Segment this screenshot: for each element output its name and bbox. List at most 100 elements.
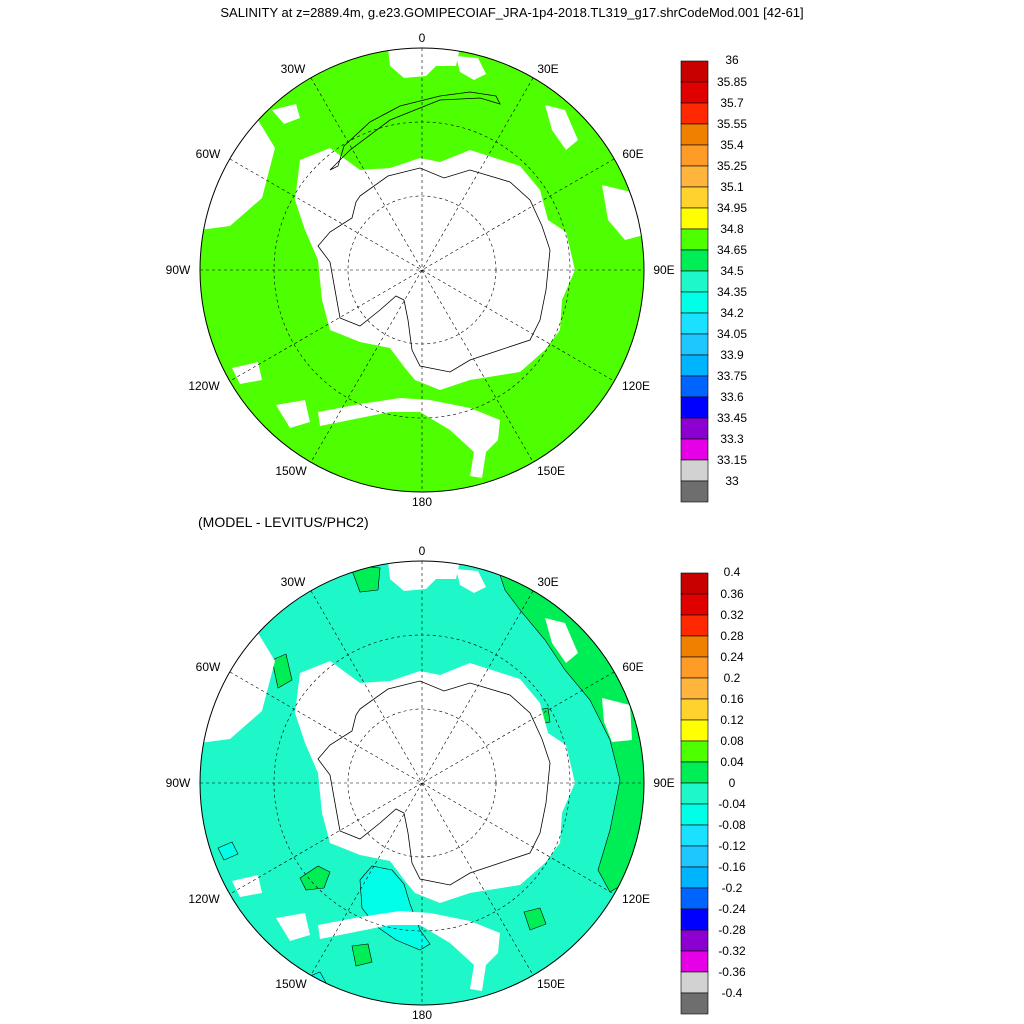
top-colorbar: 36 35.85 35.7 35.55 35.4 35.25 35.1 34.95 34.8 34… (680, 53, 747, 503)
top-antarctica-mask (295, 148, 575, 390)
bottom-positive-region (523, 907, 547, 931)
lon-label: 30E (537, 62, 558, 76)
bottom-colorbar-swatch (680, 971, 709, 994)
top-colorbar-label: 35.85 (717, 75, 747, 89)
lon-label: 0 (419, 544, 426, 558)
bottom-coastline (317, 680, 551, 886)
top-colorbar-swatch (680, 207, 709, 230)
top-colorbar-swatch (680, 417, 709, 440)
bottom-colorbar-label: -0.24 (718, 902, 746, 916)
lon-label: 90E (653, 776, 674, 790)
top-colorbar-label: 33.3 (720, 432, 744, 446)
lon-label: 60E (622, 660, 643, 674)
bottom-colorbar-swatch (680, 614, 709, 637)
top-colorbar-swatch (680, 186, 709, 209)
figure-title: SALINITY at z=2889.4m, g.e23.GOMIPECOIAF… (220, 5, 803, 20)
lon-label: 90W (166, 776, 191, 790)
bottom-colorbar-swatch (680, 698, 709, 721)
lon-label: 60W (196, 147, 221, 161)
lon-label: 120E (622, 892, 650, 906)
bottom-colorbar-label: 0.32 (720, 608, 744, 622)
top-colorbar-label: 35.1 (720, 180, 744, 194)
bottom-missing-patch (456, 569, 486, 593)
bottom-positive-region (351, 943, 373, 967)
top-map-border (199, 47, 645, 493)
lon-label: 120W (188, 892, 220, 906)
bottom-colorbar-swatch (680, 845, 709, 868)
bottom-colorbar-label: 0.36 (720, 587, 744, 601)
top-colorbar-label: 33 (725, 474, 739, 488)
bottom-colorbar-swatch (680, 761, 709, 784)
bottom-colorbar-swatch (680, 866, 709, 889)
lon-label: 90E (653, 263, 674, 277)
top-missing-patch (272, 104, 300, 124)
top-missing-patch (545, 105, 578, 150)
bottom-colorbar-label: -0.36 (718, 965, 746, 979)
bottom-colorbar-swatch (680, 929, 709, 952)
bottom-colorbar-label: -0.28 (718, 923, 746, 937)
lon-label: 180 (412, 495, 432, 509)
lon-label: 0 (419, 31, 426, 45)
top-colorbar-swatch (680, 249, 709, 272)
lon-label: 30E (537, 575, 558, 589)
bottom-colorbar-label: -0.16 (718, 860, 746, 874)
bottom-colorbar-swatch (680, 824, 709, 847)
top-map-panel: 0 30E 60E 90E 120E 150E 180 150W 120W 90… (166, 31, 748, 509)
bottom-longitude-labels: 0 30E 60E 90E 120E 150E 180 150W 120W 90… (166, 544, 675, 1022)
bottom-map-panel: 0 30E 60E 90E 120E 150E 180 150W 120W 90… (166, 544, 746, 1022)
bottom-colorbar-label: -0.08 (718, 818, 746, 832)
top-colorbar-swatch (680, 228, 709, 251)
bottom-colorbar-label: 0.28 (720, 629, 744, 643)
top-colorbar-swatch (680, 333, 709, 356)
bottom-missing-patch (602, 698, 632, 742)
top-colorbar-label: 33.75 (717, 369, 747, 383)
top-graticule (200, 48, 644, 492)
top-colorbar-label: 35.7 (720, 96, 744, 110)
lon-label: 60E (622, 147, 643, 161)
bottom-positive-region (299, 865, 331, 891)
top-missing-patch (276, 400, 310, 428)
lon-label: 150W (275, 464, 307, 478)
lon-label: 120E (622, 379, 650, 393)
bottom-colorbar-swatch (680, 593, 709, 616)
bottom-ross-gap (318, 911, 500, 991)
top-colorbar-swatch (680, 270, 709, 293)
top-colorbar-swatch (680, 102, 709, 125)
bottom-colorbar-swatch (680, 677, 709, 700)
bottom-colorbar-label: 0.08 (720, 734, 744, 748)
bottom-colorbar-label: -0.2 (722, 881, 743, 895)
top-colorbar-label: 34.2 (720, 306, 744, 320)
bottom-colorbar-label: -0.12 (718, 839, 746, 853)
bottom-colorbar-swatch (680, 572, 709, 595)
top-coastline (317, 167, 551, 373)
top-colorbar-swatch (680, 459, 709, 482)
difference-subtitle: (MODEL - LEVITUS/PHC2) (198, 514, 369, 530)
top-colorbar-label: 34.95 (717, 201, 747, 215)
top-colorbar-label: 34.05 (717, 327, 747, 341)
bottom-missing-patch (388, 561, 460, 591)
bottom-colorbar-swatch (680, 908, 709, 931)
top-missing-patch (456, 56, 486, 80)
top-colorbar-swatch (680, 60, 709, 83)
lon-label: 150E (537, 464, 565, 478)
bottom-colorbar-swatch (680, 656, 709, 679)
bottom-colorbar-swatch (680, 950, 709, 973)
top-colorbar-label: 36 (725, 53, 739, 67)
top-colorbar-swatch (680, 123, 709, 146)
bottom-colorbar-label: 0.04 (720, 755, 744, 769)
bottom-colorbar-swatch (680, 887, 709, 910)
bottom-negative-region (217, 841, 239, 861)
bottom-graticule (200, 561, 644, 1005)
top-colorbar-label: 33.9 (720, 348, 744, 362)
bottom-map-border (199, 560, 645, 1006)
top-ross-gap (318, 398, 500, 478)
top-colorbar-label: 35.55 (717, 117, 747, 131)
top-longitude-labels: 0 30E 60E 90E 120E 150E 180 150W 120W 90… (166, 31, 675, 509)
top-colorbar-label: 33.45 (717, 411, 747, 425)
lon-label: 150E (537, 977, 565, 991)
top-colorbar-label: 33.6 (720, 390, 744, 404)
top-colorbar-swatch (680, 438, 709, 461)
bottom-colorbar-swatch (680, 782, 709, 805)
top-colorbar-swatch (680, 291, 709, 314)
bottom-missing-patch (545, 618, 578, 663)
